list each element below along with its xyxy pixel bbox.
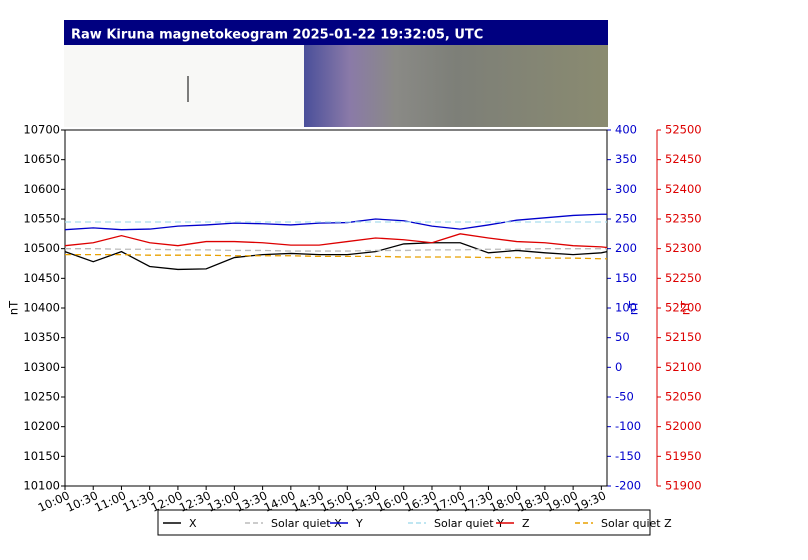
y2-tick-label: 350 [615,152,637,166]
y3-tick-label: 52150 [665,330,702,344]
legend-label: Y [355,517,363,530]
y3-tick-label: 52250 [665,271,702,285]
legend-label: Solar quiet X [271,517,342,530]
y2-tick-label: 300 [615,182,637,196]
y-tick-label: 10150 [23,449,60,463]
y2-tick-label: -100 [615,419,641,433]
title-bar [64,20,608,45]
y2-axis-label: nT [627,300,641,315]
y-tick-label: 10300 [23,360,60,374]
y-axis-label: nT [7,300,21,315]
y-tick-label: 10450 [23,271,60,285]
y2-tick-label: -50 [615,390,634,404]
y3-tick-label: 52500 [665,123,702,137]
y2-tick-label: 0 [615,360,622,374]
legend-label: Solar quiet Y [434,517,504,530]
y3-tick-label: 52200 [665,301,702,315]
y-tick-label: 10200 [23,419,60,433]
y-tick-label: 10600 [23,182,60,196]
y-tick-label: 10250 [23,390,60,404]
y3-tick-label: 52050 [665,390,702,404]
y-tick-label: 10400 [23,301,60,315]
y2-tick-label: 150 [615,271,637,285]
legend-label: Z [522,517,530,530]
y2-tick-label: -200 [615,479,641,493]
y3-axis-label: nT [679,300,693,315]
y2-tick-label: -150 [615,449,641,463]
keogram-image [304,45,608,127]
y3-tick-label: 52450 [665,152,702,166]
y2-tick-label: 100 [615,301,637,315]
y2-tick-label: 250 [615,212,637,226]
series-line [64,242,608,271]
y-tick-label: 10100 [23,479,60,493]
y3-tick-label: 51950 [665,449,702,463]
y3-tick-label: 52100 [665,360,702,374]
y2-tick-label: 200 [615,241,637,255]
series-line [65,248,607,252]
y3-tick-label: 52000 [665,419,702,433]
y-tick-label: 10700 [23,123,60,137]
y3-tick-label: 51900 [665,479,702,493]
y3-tick-label: 52300 [665,241,702,255]
y3-tick-label: 52350 [665,212,702,226]
legend-label: X [189,517,197,530]
series-line [65,253,607,260]
legend [157,509,651,536]
legend-label: Solar quiet Z [601,517,672,530]
y-tick-label: 10500 [23,241,60,255]
y-tick-label: 10550 [23,212,60,226]
chart-title: Raw Kiruna magnetokeogram 2025-01-22 19:… [71,28,483,43]
keogram-blank [64,45,304,127]
y3-tick-label: 52400 [665,182,702,196]
y2-tick-label: 50 [615,330,630,344]
plot-area [64,129,608,487]
y2-tick-label: 400 [615,123,637,137]
y-tick-label: 10650 [23,152,60,166]
series-line [64,233,608,249]
y-tick-label: 10350 [23,330,60,344]
